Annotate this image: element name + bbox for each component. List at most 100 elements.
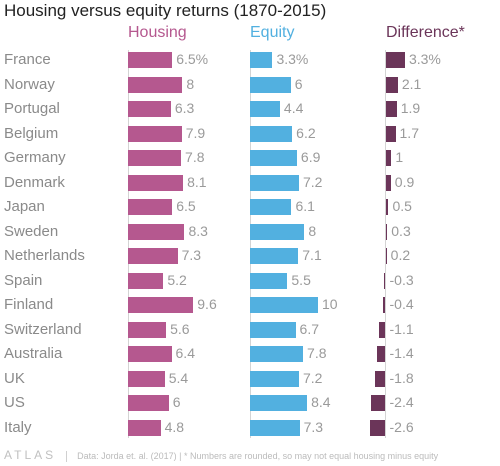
- difference-value-label: 1.9: [400, 100, 421, 116]
- difference-value-label: -1.4: [389, 345, 414, 361]
- difference-value-label: -0.3: [389, 271, 414, 288]
- housing-bar: [128, 223, 185, 240]
- difference-value-label: 0.2: [390, 247, 411, 263]
- housing-value-label: 6.5%: [176, 51, 209, 67]
- housing-bar: [128, 370, 165, 387]
- housing-bar: [128, 150, 182, 166]
- housing-bar: [128, 346, 172, 362]
- category-label: Australia: [4, 345, 63, 362]
- difference-value-label: 2.1: [401, 75, 422, 92]
- difference-bar: [383, 272, 386, 289]
- equity-value-label: 6.9: [300, 149, 321, 165]
- housing-value-label: 5.2: [167, 271, 187, 288]
- chart-footer: ATLAS Data: Jorda et. al. (2017) | * Numb…: [4, 448, 439, 463]
- category-label: France: [4, 51, 51, 68]
- source-note: Data: Jorda et. al. (2017) | * Numbers a…: [77, 451, 439, 461]
- housing-bar: [128, 174, 184, 191]
- housing-value-label: 7.3: [181, 247, 202, 263]
- equity-value-label: 6: [294, 75, 303, 92]
- difference-bar: [379, 321, 386, 338]
- housing-value-label: 9.6: [197, 296, 217, 312]
- difference-bar: [385, 150, 392, 166]
- housing-value-label: 8.3: [188, 222, 208, 239]
- housing-bar: [128, 101, 171, 117]
- housing-bar: [128, 125, 182, 142]
- equity-bar: [250, 272, 288, 289]
- category-label: Portugal: [4, 100, 60, 117]
- housing-value-label: 7.8: [185, 149, 205, 165]
- category-label: Spain: [4, 271, 43, 289]
- equity-value-label: 8: [308, 222, 317, 239]
- equity-bar: [250, 248, 299, 264]
- housing-value-label: 6.4: [175, 345, 195, 361]
- equity-bar: [250, 52, 273, 68]
- difference-bar: [370, 419, 386, 436]
- difference-bar: [377, 346, 386, 362]
- equity-bar: [250, 125, 293, 142]
- difference-value-label: 1: [395, 149, 404, 165]
- housing-value-label: 5.6: [170, 320, 190, 337]
- difference-bar: [385, 52, 405, 68]
- equity-bar: [250, 346, 304, 362]
- difference-value-label: 3.3%: [408, 51, 441, 67]
- housing-value-label: 6.3: [174, 100, 195, 116]
- difference-bar: [385, 248, 387, 264]
- category-label: Belgium: [4, 124, 59, 142]
- equity-bar: [250, 321, 296, 338]
- category-label: Italy: [4, 418, 32, 436]
- difference-value-label: 0.5: [392, 198, 412, 214]
- equity-bar: [250, 395, 308, 411]
- equity-value-label: 10: [322, 296, 338, 312]
- category-label: Denmark: [4, 173, 65, 191]
- equity-bar: [250, 297, 318, 313]
- equity-bar: [250, 76, 291, 93]
- difference-bar: [371, 395, 386, 411]
- category-label: Netherlands: [4, 247, 85, 264]
- housing-bar: [128, 76, 183, 93]
- equity-value-label: 7.8: [307, 345, 327, 361]
- category-label: Japan: [4, 198, 45, 215]
- equity-value-label: 7.2: [302, 173, 323, 190]
- housing-value-label: 4.8: [164, 418, 185, 435]
- difference-value-label: -2.6: [389, 418, 414, 435]
- difference-bar: [385, 125, 396, 142]
- housing-bar: [128, 321, 167, 338]
- equity-value-label: 7.1: [302, 247, 322, 263]
- category-label: Germany: [4, 149, 66, 166]
- equity-axis-line: [249, 50, 251, 438]
- difference-value-label: 1.7: [399, 124, 419, 141]
- difference-bar: [385, 101, 397, 117]
- housing-bar: [128, 52, 173, 68]
- equity-bar: [250, 419, 300, 436]
- equity-bar: [250, 370, 299, 387]
- difference-bar: [385, 223, 388, 240]
- category-label: Sweden: [4, 222, 59, 240]
- equity-bar: [250, 199, 292, 215]
- difference-bar: [385, 174, 391, 191]
- housing-column-header: Housing: [128, 24, 187, 41]
- housing-bar: [128, 248, 178, 264]
- difference-bar: [374, 370, 386, 387]
- equity-bar: [250, 223, 305, 240]
- housing-value-label: 6.5: [176, 198, 196, 214]
- difference-value-label: -1.1: [389, 320, 414, 337]
- difference-value-label: -0.4: [389, 296, 414, 312]
- category-label: UK: [4, 369, 25, 387]
- difference-bar: [385, 76, 398, 93]
- equity-value-label: 4.4: [283, 100, 304, 116]
- housing-value-label: 7.9: [185, 124, 206, 141]
- difference-value-label: 0.9: [394, 173, 415, 190]
- difference-zero-line: [385, 50, 386, 438]
- equity-value-label: 8.4: [311, 394, 331, 410]
- equity-bar: [250, 101, 280, 117]
- equity-bar: [250, 150, 297, 166]
- category-label: Switzerland: [4, 320, 82, 338]
- difference-column-header: Difference*: [386, 24, 465, 41]
- category-label: US: [4, 394, 25, 411]
- equity-value-label: 6.7: [299, 320, 320, 337]
- equity-value-label: 6.2: [296, 124, 316, 141]
- housing-value-label: 6: [172, 394, 181, 410]
- housing-bar: [128, 272, 164, 289]
- footer-separator: [66, 451, 68, 463]
- chart-title: Housing versus equity returns (1870-2015…: [4, 1, 327, 20]
